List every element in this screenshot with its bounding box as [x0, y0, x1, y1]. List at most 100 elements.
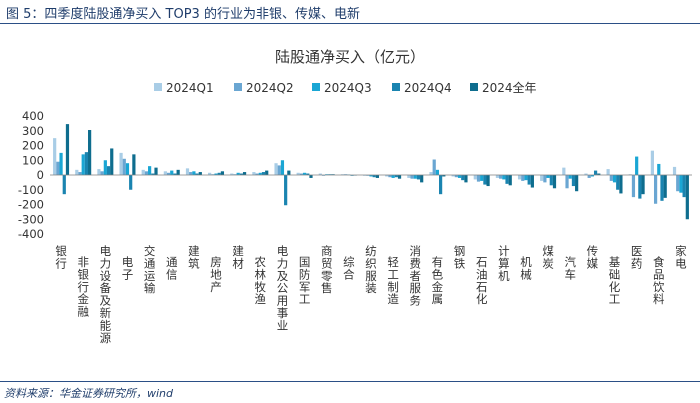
y-tick-label: -200: [18, 198, 44, 212]
legend-swatch: [312, 83, 320, 91]
legend: 2024Q1 2024Q2 2024Q3 2024Q4 2024全年: [154, 80, 537, 95]
bar: [565, 175, 569, 189]
bar: [416, 175, 421, 180]
bar: [517, 175, 522, 180]
bar: [195, 173, 199, 175]
x-tick-label: 电力及公用事业: [277, 244, 289, 332]
bar: [236, 172, 240, 175]
bar: [280, 160, 285, 175]
bar: [660, 175, 664, 201]
bar: [432, 159, 436, 175]
x-tick-label: 电力设备及新能源: [100, 244, 112, 345]
bar: [442, 175, 446, 177]
x-tick-label: 轻工制造: [387, 255, 399, 306]
bar: [562, 167, 566, 176]
bar: [435, 169, 440, 175]
legend-label: 2024Q3: [324, 81, 372, 95]
y-tick-label: 200: [22, 139, 44, 153]
bar: [439, 175, 443, 195]
x-tick-label: 银行: [55, 244, 67, 270]
bar: [413, 175, 417, 179]
legend-swatch: [392, 83, 400, 91]
bar: [189, 172, 193, 175]
bar: [483, 175, 487, 185]
bar: [676, 175, 680, 192]
bar: [587, 175, 591, 178]
bar: [372, 175, 376, 178]
bar: [220, 171, 225, 175]
bar: [663, 175, 667, 198]
bar: [192, 171, 196, 175]
bar: [679, 175, 683, 193]
x-tick-label: 汽车: [564, 255, 576, 281]
bar: [198, 172, 202, 175]
bar: [407, 175, 411, 178]
bar: [650, 150, 654, 175]
bar: [125, 163, 130, 175]
bar: [552, 175, 557, 189]
bar: [255, 173, 259, 175]
x-tick-label: 有色金属: [432, 255, 444, 306]
bar: [53, 138, 57, 176]
bars: [50, 124, 692, 220]
bar: [306, 173, 310, 175]
bar: [499, 175, 503, 179]
bar: [284, 175, 288, 206]
bar: [277, 165, 281, 175]
bar: [597, 173, 601, 175]
y-tick-label: -100: [18, 183, 44, 197]
bar: [521, 175, 525, 181]
bar: [176, 169, 180, 175]
bar: [65, 124, 70, 175]
bar: [122, 158, 126, 175]
bar: [163, 171, 167, 175]
x-tick-label: 国防军工: [299, 255, 311, 306]
bar: [394, 175, 398, 178]
bar: [388, 175, 392, 178]
bar: [612, 175, 617, 183]
bar: [391, 175, 395, 178]
bar: [635, 156, 639, 175]
bar: [375, 175, 379, 178]
bar: [302, 172, 307, 175]
bar: [454, 175, 458, 178]
bar: [148, 166, 152, 175]
bar: [119, 152, 123, 176]
bar: [154, 167, 158, 176]
bar: [252, 172, 256, 175]
bar: [106, 166, 111, 175]
x-tick-label: 家电: [675, 244, 687, 270]
bar: [530, 175, 534, 188]
bar: [461, 175, 465, 181]
y-tick-label: 400: [22, 109, 44, 123]
bar: [217, 172, 221, 175]
footer-rule: [0, 381, 700, 382]
bar: [609, 175, 613, 181]
bar: [641, 175, 645, 195]
x-tick-label: 食品饮料: [653, 255, 665, 306]
bar: [486, 175, 490, 187]
bar: [369, 175, 373, 177]
bar: [606, 169, 610, 175]
bar: [309, 175, 313, 178]
bar: [299, 173, 303, 175]
bar: [144, 171, 149, 175]
bar: [653, 175, 658, 204]
legend-swatch: [470, 83, 478, 91]
bar: [568, 175, 572, 179]
bar: [318, 173, 322, 175]
bar: [274, 163, 278, 175]
bar: [151, 173, 155, 175]
bar: [631, 175, 636, 198]
bar: [75, 169, 79, 175]
x-tick-label: 建筑: [188, 244, 200, 270]
x-tick-label: 纺织服装: [365, 244, 377, 295]
bar: [571, 175, 576, 187]
bar: [672, 166, 677, 175]
bar: [185, 168, 190, 175]
bar: [682, 175, 686, 198]
x-tick-label: 石油石化: [476, 255, 488, 306]
header-rule: [0, 23, 700, 24]
